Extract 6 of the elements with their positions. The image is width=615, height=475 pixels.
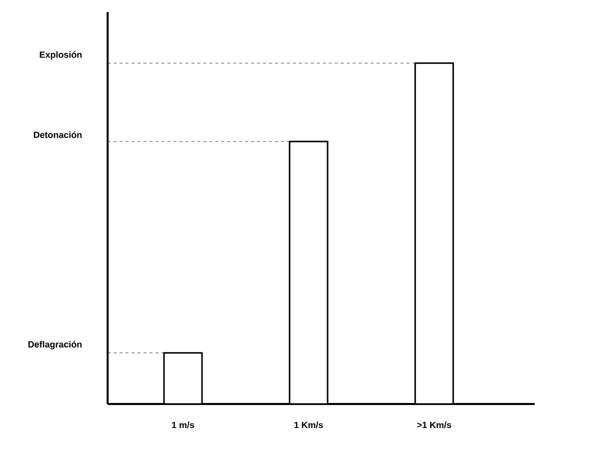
x-tick-label: >1 Km/s [417, 422, 452, 428]
x-tick-label: 1 m/s [172, 422, 194, 428]
ref-line-label: Explosión [40, 51, 82, 60]
ref-line-label: Deflagración [28, 340, 82, 350]
ref-line-label: Detonación [34, 131, 82, 138]
x-tick-label: 1 Km/s [294, 422, 323, 428]
